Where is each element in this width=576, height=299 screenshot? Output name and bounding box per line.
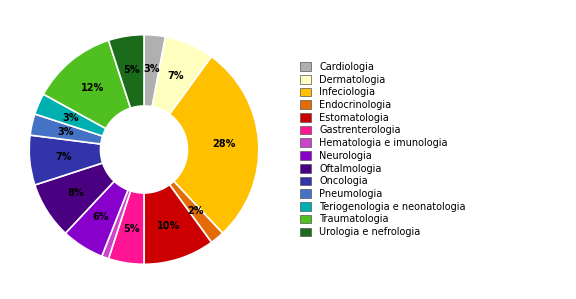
Text: 3%: 3% [58, 127, 74, 137]
Text: 5%: 5% [123, 224, 139, 234]
Wedge shape [144, 37, 211, 150]
Text: 2%: 2% [187, 206, 203, 216]
Wedge shape [30, 114, 144, 150]
Text: 28%: 28% [213, 139, 236, 150]
Text: 7%: 7% [168, 71, 184, 81]
Wedge shape [35, 150, 144, 233]
Wedge shape [35, 94, 144, 150]
Text: 5%: 5% [123, 65, 139, 75]
Text: 8%: 8% [68, 187, 85, 198]
Wedge shape [108, 35, 144, 150]
Text: 6%: 6% [93, 212, 109, 222]
Wedge shape [66, 150, 144, 256]
Legend: Cardiologia, Dermatologia, Infeciologia, Endocrinologia, Estomatologia, Gastrent: Cardiologia, Dermatologia, Infeciologia,… [298, 61, 467, 238]
Text: 3%: 3% [62, 113, 78, 123]
Wedge shape [144, 150, 211, 264]
Wedge shape [102, 150, 144, 259]
Wedge shape [144, 150, 222, 242]
Circle shape [100, 106, 188, 193]
Text: 7%: 7% [56, 152, 72, 162]
Wedge shape [108, 150, 144, 264]
Wedge shape [144, 57, 259, 233]
Wedge shape [29, 135, 144, 185]
Wedge shape [43, 40, 144, 150]
Text: 10%: 10% [157, 221, 180, 231]
Text: 3%: 3% [143, 65, 160, 74]
Text: 12%: 12% [81, 83, 104, 93]
Wedge shape [144, 35, 165, 150]
